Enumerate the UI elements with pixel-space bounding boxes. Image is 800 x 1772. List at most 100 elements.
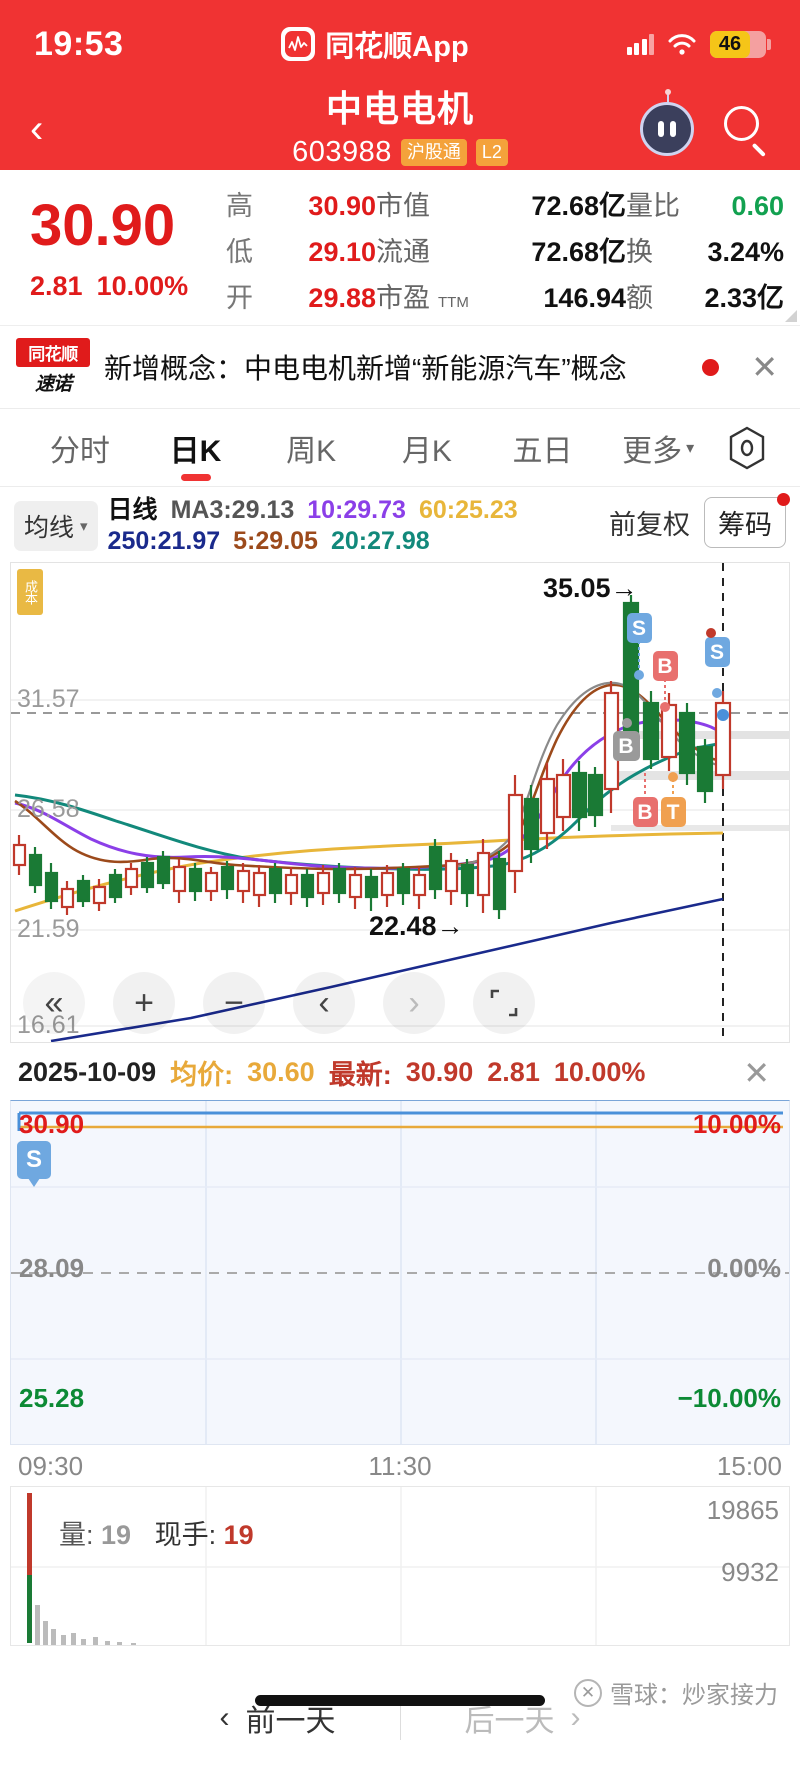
stat-pe-label: 市盈 [376,283,430,313]
ma-60: 60:25.23 [418,496,518,524]
status-app-name: 同花顺App [325,31,469,63]
zoom-out-icon[interactable]: − [203,972,265,1034]
stat-open-value: 29.88 [308,283,376,313]
k-axis-label-4: 16.61 [17,1011,80,1039]
tab-fenshi-label: 分时 [49,434,110,468]
stat-pe: 市盈 TTM 146.94 [376,276,626,315]
intraday-top-price: 30.90 [19,1109,85,1139]
close-icon[interactable]: ✕ [751,349,778,385]
tab-monthly-k[interactable]: 月K [369,409,485,486]
scroll-left-icon[interactable]: ‹ [293,972,355,1034]
chart-tab-bar: 分时 日K 周K 月K 五日 更多 ▾ [0,409,800,487]
quote-col-misc: 量比 0.60 换 3.24% 额 2.33亿 [626,184,784,315]
ma-values-row1: 日线 MA3:29.13 10:29.73 60:25.23 [108,495,599,526]
ma-10: 10:29.73 [307,496,406,524]
k-annotation-high: 35.05→ [543,573,638,603]
svg-text:B: B [618,735,633,758]
ma-3: MA3:29.13 [170,496,295,524]
ma-20: 20:27.98 [330,526,430,555]
day-nav-divider [399,1696,401,1740]
stat-high: 高 30.90 [226,184,376,223]
tag-hk-connect: 沪股通 [400,139,467,166]
scroll-right-icon[interactable]: › [383,972,445,1034]
current-hand-label: 现手: [154,1520,217,1550]
chevron-left-icon: ‹ [219,1701,230,1734]
tab-daily-k[interactable]: 日K [138,409,254,486]
time-label-open: 09:30 [18,1451,84,1481]
expand-corner-icon[interactable] [785,310,797,322]
nav-bar: ‹ 中电电机 603988 沪股通 L2 [0,88,800,170]
volume-scale-top: 19865 [706,1495,779,1525]
signal-marker-s[interactable]: S [17,1141,51,1187]
news-text[interactable]: 新增概念：中电电机新增“新能源汽车”概念 [104,353,627,384]
ma-values: 日线 MA3:29.13 10:29.73 60:25.23 250:21.97 5:2… [108,495,599,556]
chevron-left-icon[interactable]: ‹ [30,107,44,151]
tab-weekly-k-label: 周K [286,434,337,468]
battery-tip [767,38,771,50]
tab-more[interactable]: 更多 ▾ [600,409,716,486]
chevron-down-icon: ▾ [686,439,695,457]
watermark-text: 雪球：炒家接力 [610,1682,778,1709]
stat-pe-value: 146.94 [543,283,626,313]
fullscreen-icon[interactable] [473,972,535,1034]
stat-pe-sup: TTM [438,294,469,311]
status-bar: 19:53 同花顺App 46 [0,0,800,88]
svg-text:T: T [667,801,680,824]
tab-five-day-label: 五日 [512,434,573,468]
adjust-mode-button[interactable]: 前复权 [609,510,690,540]
ma-selector-label: 均线 [24,513,75,542]
ai-robot-icon[interactable] [640,89,694,156]
ma-selector-dropdown[interactable]: 均线 ▾ [14,500,98,551]
volume-readout: 量: 19 现手: 19 [59,1513,254,1552]
volume-label: 量: [59,1520,94,1550]
svg-text:B: B [637,801,652,824]
price-change: 2.81 [30,271,83,301]
stat-float: 流通 72.68亿 [376,230,626,269]
intraday-mid-pct: 0.00% [707,1253,781,1283]
intraday-plot [11,1101,789,1444]
quote-panel: 30.90 2.81 10.00% 高 30.90 低 29.10 开 29.8… [0,170,800,326]
stock-code: 603988 [292,136,392,168]
stat-mktcap-label: 市值 [376,191,430,221]
tab-five-day[interactable]: 五日 [485,409,601,486]
signal-marker-t: T [661,772,686,827]
ma-right-controls: 前复权 筹码 [609,493,790,548]
svg-text:S: S [710,641,724,664]
app-screen: 19:53 同花顺App 46 ‹ [0,0,800,1732]
news-banner[interactable]: 同花顺 速诺 新增概念：中电电机新增“新能源汽车”概念 ✕ [0,326,800,409]
news-badge-line2: 速诺 [34,374,72,395]
signal-marker-b-1: B [653,651,678,712]
search-icon[interactable] [724,106,770,157]
intraday-date: 2025-10-09 [18,1057,157,1087]
tab-more-label: 更多 [622,434,683,468]
zoom-in-icon[interactable]: + [113,972,175,1034]
status-app-label: 同花顺App [281,23,469,65]
stat-turnover: 换 3.24% [626,230,784,269]
k-line-chart[interactable]: 成本 31.57 26.58 21.59 16.61 35.05→ 22.48→ [10,562,790,1042]
volume-chart[interactable]: 量: 19 现手: 19 19865 9932 [10,1486,790,1646]
stat-low-label: 低 [226,237,253,267]
record-dot-icon[interactable] [702,358,720,376]
chips-button[interactable]: 筹码 [704,493,790,548]
time-label-mid: 11:30 [368,1451,432,1481]
intraday-chart[interactable]: 30.90 10.00% 28.09 0.00% 25.28 −10.00% S [10,1100,790,1445]
chevron-down-icon: ▾ [80,517,88,535]
time-label-close: 15:00 [716,1451,782,1481]
home-indicator[interactable] [255,1695,545,1706]
current-hand-value: 19 [223,1520,254,1550]
collapse-left-icon[interactable]: « [23,972,85,1034]
tab-fenshi[interactable]: 分时 [22,409,138,486]
ma-indicator-bar: 均线 ▾ 日线 MA3:29.13 10:29.73 60:25.23 250:21.… [0,487,800,562]
close-icon[interactable]: ✕ [743,1054,770,1091]
ma-5: 5:29.05 [233,526,318,555]
tab-weekly-k[interactable]: 周K [253,409,369,486]
chart-settings-icon[interactable] [716,426,778,470]
status-indicators: 46 [626,30,771,58]
signal-marker-b-grey: B [613,718,640,761]
intraday-time-axis: 09:30 11:30 15:00 [10,1445,790,1486]
news-badge-line1: 同花顺 [16,338,90,367]
svg-text:S: S [632,617,646,640]
news-source-badge: 同花顺 速诺 [16,338,90,396]
ma-250: 250:21.97 [107,526,221,555]
intraday-last-label: 最新: [328,1060,392,1090]
